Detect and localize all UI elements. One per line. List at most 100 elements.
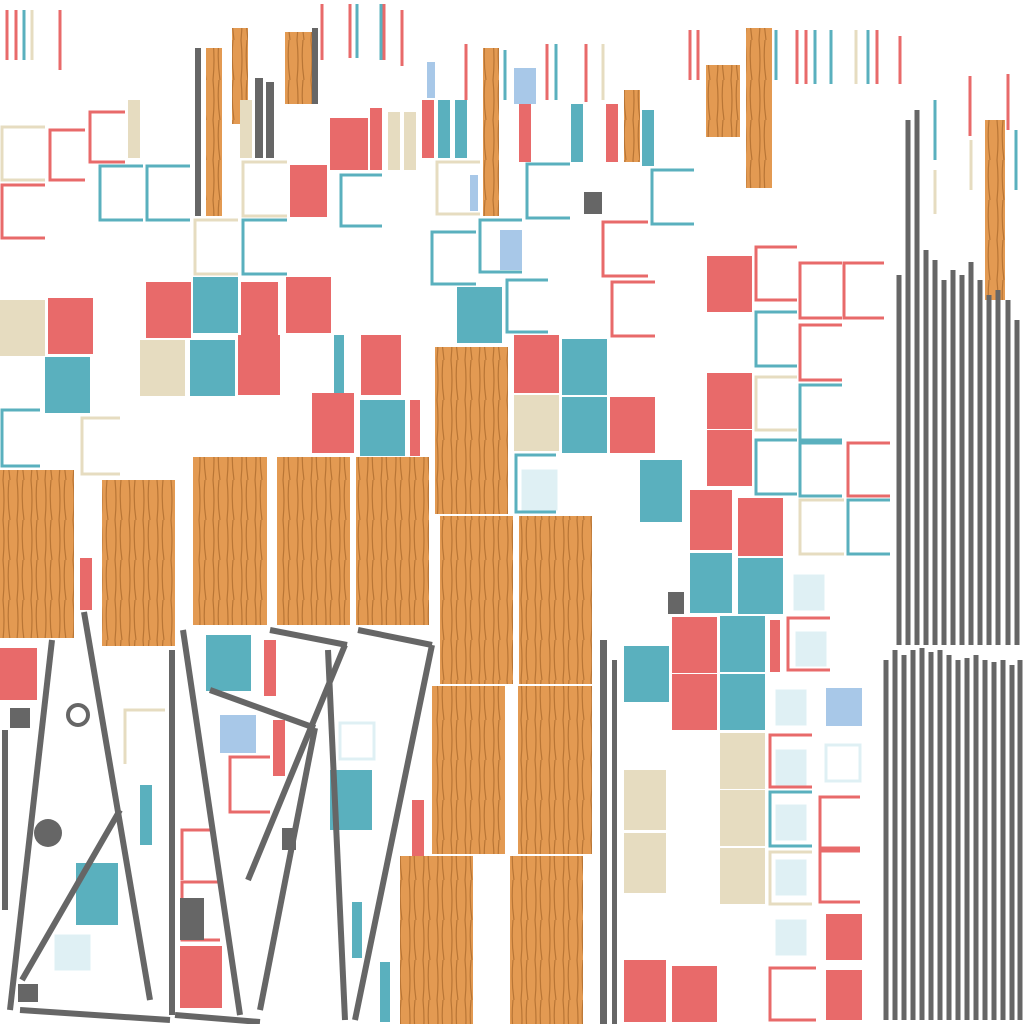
beige-tile <box>514 395 559 451</box>
wood-stick <box>706 65 740 137</box>
red-tile <box>290 165 327 217</box>
teal-bar <box>455 100 467 158</box>
red-bar <box>410 400 420 456</box>
diagonal-line <box>257 727 318 1011</box>
teal-bar <box>642 110 654 166</box>
blue-bar <box>514 68 536 104</box>
teal-tile <box>720 616 765 672</box>
red-tile <box>238 335 280 395</box>
frame <box>339 173 382 228</box>
grey-bar <box>266 82 274 158</box>
light-tile <box>775 804 807 841</box>
beige-tile <box>720 733 765 789</box>
beige-bar <box>404 112 416 170</box>
wood-block <box>102 480 175 646</box>
grey-dot <box>34 819 62 847</box>
light-frame <box>824 743 862 783</box>
frame <box>601 220 648 278</box>
red-tile <box>707 256 752 312</box>
teal-tile <box>190 340 235 396</box>
teal-tile <box>562 397 607 453</box>
frame <box>818 795 860 850</box>
beige-bar <box>240 100 252 158</box>
frame <box>193 218 238 276</box>
wood-stick <box>285 32 313 104</box>
grey-square <box>180 898 204 940</box>
red-tile <box>514 335 559 393</box>
frame <box>768 790 812 848</box>
frame <box>786 616 830 672</box>
teal-strokes <box>22 4 1018 190</box>
teal-tile <box>457 287 502 343</box>
frame <box>123 708 165 764</box>
frame <box>754 310 797 368</box>
frame <box>754 438 797 496</box>
red-bar <box>273 720 285 776</box>
light-tile <box>795 631 827 667</box>
teal-tile <box>193 277 238 333</box>
frame <box>768 850 812 906</box>
teal-tile <box>640 460 682 522</box>
frame <box>818 849 860 904</box>
diagonal-line <box>19 808 123 982</box>
red-tile <box>361 335 401 395</box>
red-tile <box>624 960 666 1022</box>
frame <box>80 416 120 476</box>
diagonal-line <box>81 611 153 1001</box>
red-bar <box>412 800 424 856</box>
teal-tile <box>690 553 732 613</box>
grey-bar <box>2 730 8 910</box>
red-tile <box>610 397 655 453</box>
thin-strokes <box>5 4 1018 214</box>
wood-stick <box>985 120 1005 300</box>
red-tile <box>0 648 37 700</box>
beige-tile <box>140 340 185 396</box>
light-tile <box>775 919 807 956</box>
wood-block <box>400 856 473 1024</box>
wood-block <box>0 470 74 638</box>
red-tile <box>672 966 717 1022</box>
wood-stick <box>206 48 222 216</box>
red-tile <box>738 498 783 556</box>
frame <box>754 375 797 432</box>
frame <box>525 162 570 220</box>
frame <box>846 441 890 498</box>
grey-ring <box>66 703 90 727</box>
frame <box>798 323 842 382</box>
teal-bar <box>571 104 583 162</box>
teal-bar <box>352 902 362 958</box>
frame <box>0 183 45 240</box>
light-tile <box>775 749 807 786</box>
red-tile <box>180 946 222 1008</box>
wood-block <box>518 686 592 854</box>
red-tile <box>330 118 368 170</box>
frame <box>0 408 40 468</box>
teal-tile <box>45 357 90 413</box>
teal-bar <box>140 785 152 845</box>
frame <box>610 280 655 338</box>
frame <box>798 261 842 320</box>
frame <box>842 261 884 320</box>
light-tile <box>54 934 91 971</box>
frame <box>241 218 287 276</box>
teal-bar <box>334 335 344 393</box>
frame <box>798 498 844 556</box>
red-tile <box>826 914 862 960</box>
light-tile <box>775 859 807 896</box>
red-tile <box>707 430 752 486</box>
beige-tile <box>0 300 45 356</box>
grey-bar <box>600 640 607 1024</box>
wood-block <box>193 457 267 625</box>
beige-tile <box>624 770 666 830</box>
grey-square <box>10 708 30 728</box>
frame <box>768 966 816 1022</box>
grey-bar <box>312 28 318 104</box>
frame <box>435 160 480 216</box>
frame <box>798 383 842 442</box>
red-bar <box>606 104 618 162</box>
frame <box>514 453 556 514</box>
red-bar <box>519 104 531 162</box>
red-tile <box>672 674 717 730</box>
teal-tile <box>206 635 251 691</box>
